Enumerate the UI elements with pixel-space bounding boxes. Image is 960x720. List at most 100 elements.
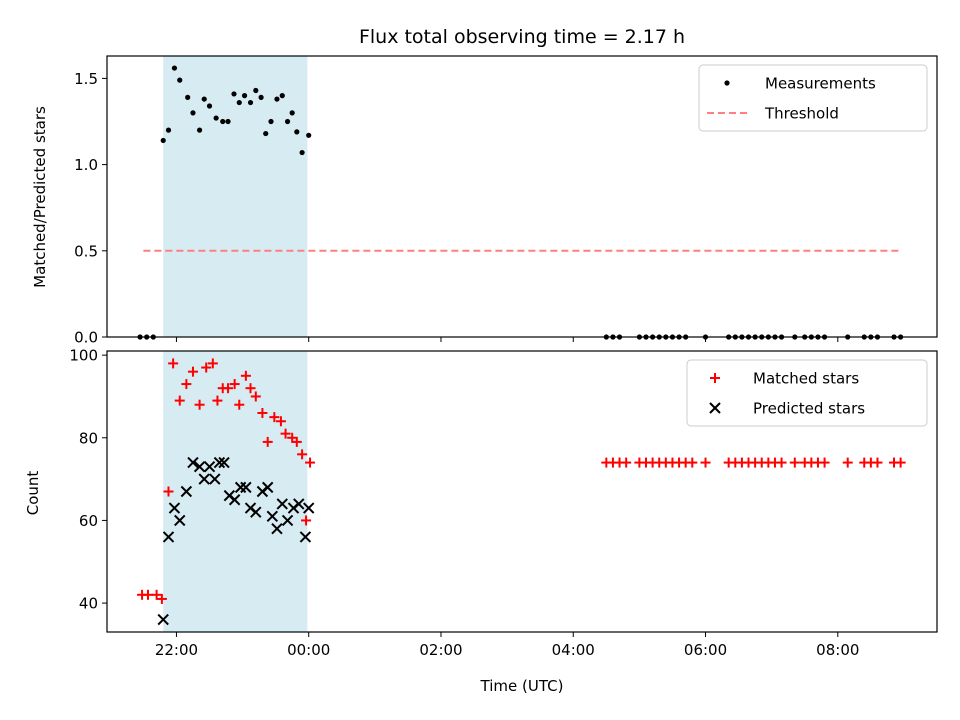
data-point xyxy=(276,498,288,510)
y-tick-label: 1.0 xyxy=(74,156,98,174)
data-point xyxy=(201,362,212,373)
data-point xyxy=(187,456,199,469)
x-tick-label: 08:00 xyxy=(816,641,859,659)
data-point xyxy=(268,118,274,125)
data-point xyxy=(163,486,174,497)
data-point xyxy=(229,379,240,390)
data-point xyxy=(789,457,800,468)
legend: Measurements Threshold xyxy=(698,64,928,132)
data-point xyxy=(185,94,191,100)
data-point xyxy=(194,399,205,410)
marker-stroke xyxy=(203,460,216,473)
marker-stroke xyxy=(157,613,169,626)
marker-stroke xyxy=(250,506,262,518)
data-point xyxy=(263,130,269,137)
marker-stroke xyxy=(262,481,274,494)
data-point xyxy=(168,358,179,369)
data-point xyxy=(299,531,312,543)
legend-label: Matched stars xyxy=(753,370,859,388)
data-point xyxy=(213,456,226,469)
marker-stroke xyxy=(299,531,312,543)
data-point xyxy=(266,510,279,523)
data-point xyxy=(269,412,280,423)
data-point xyxy=(275,416,286,427)
data-point xyxy=(301,515,312,526)
data-point xyxy=(174,395,185,406)
x-tick-label: 00:00 xyxy=(287,641,330,659)
data-point xyxy=(299,149,305,156)
data-point xyxy=(162,531,175,543)
marker-stroke xyxy=(293,498,305,510)
data-point xyxy=(201,96,207,102)
x-tick-label: 04:00 xyxy=(552,641,595,659)
marker-stroke xyxy=(193,460,206,473)
data-point xyxy=(262,436,273,447)
data-point xyxy=(257,407,268,418)
data-point xyxy=(240,481,252,494)
data-point xyxy=(174,514,186,527)
marker-stroke xyxy=(303,502,315,514)
data-point xyxy=(289,110,295,116)
marker-stroke xyxy=(162,531,175,543)
data-point xyxy=(165,127,172,133)
data-point xyxy=(303,502,315,514)
x-tick-label: 22:00 xyxy=(155,641,198,659)
bottom-y-axis-label: Count xyxy=(24,471,42,516)
data-point xyxy=(279,93,285,99)
data-point xyxy=(776,457,787,468)
data-point xyxy=(274,96,280,102)
bottom-panel: 40 60 80 100 22:00 00:00 02:00 04:00 06:00 08:00 M… xyxy=(69,347,938,659)
data-point xyxy=(250,506,262,518)
data-point xyxy=(190,110,196,116)
data-point xyxy=(151,589,162,600)
marker-stroke xyxy=(168,502,181,514)
y-tick-label: 80 xyxy=(79,429,98,447)
data-point xyxy=(203,460,216,473)
marker-stroke xyxy=(240,481,252,494)
legend-label: Predicted stars xyxy=(753,400,865,418)
series-predicted-stars xyxy=(157,456,315,626)
data-point xyxy=(160,137,166,144)
data-point xyxy=(819,457,830,468)
data-point xyxy=(177,77,183,83)
data-point xyxy=(250,391,261,402)
marker-stroke xyxy=(228,494,241,506)
chart-title: Flux total observing time = 2.17 h xyxy=(359,26,685,48)
x-tick-label: 02:00 xyxy=(419,641,462,659)
legend: Matched stars Predicted stars xyxy=(686,359,928,427)
data-point xyxy=(253,87,259,94)
data-point xyxy=(171,65,178,71)
data-point xyxy=(245,383,256,394)
marker-stroke xyxy=(209,473,221,485)
data-point xyxy=(687,457,698,468)
data-point xyxy=(198,473,210,485)
y-tick-label: 1.5 xyxy=(74,70,98,88)
data-point xyxy=(236,99,242,106)
data-point xyxy=(872,457,883,468)
data-point xyxy=(196,127,203,133)
data-point xyxy=(621,457,632,468)
data-point xyxy=(187,366,198,377)
data-point xyxy=(180,485,193,498)
x-axis-label: Time (UTC) xyxy=(480,677,564,695)
data-point xyxy=(271,522,283,535)
marker-stroke xyxy=(198,473,210,485)
y-tick-label: 40 xyxy=(79,595,98,613)
y-tick-label: 100 xyxy=(69,347,98,365)
legend-label: Measurements xyxy=(765,75,876,93)
marker-stroke xyxy=(180,485,193,498)
marker-stroke xyxy=(276,498,288,510)
data-point xyxy=(284,118,291,125)
y-tick-label: 60 xyxy=(79,512,98,530)
data-point xyxy=(294,129,300,135)
data-point xyxy=(218,456,230,469)
data-point xyxy=(293,498,305,510)
marker-stroke xyxy=(213,456,226,469)
data-point xyxy=(241,93,248,99)
data-point xyxy=(168,502,181,514)
data-point xyxy=(700,457,711,468)
legend-box xyxy=(686,359,928,427)
marker-stroke xyxy=(281,514,294,527)
data-point xyxy=(280,428,291,439)
